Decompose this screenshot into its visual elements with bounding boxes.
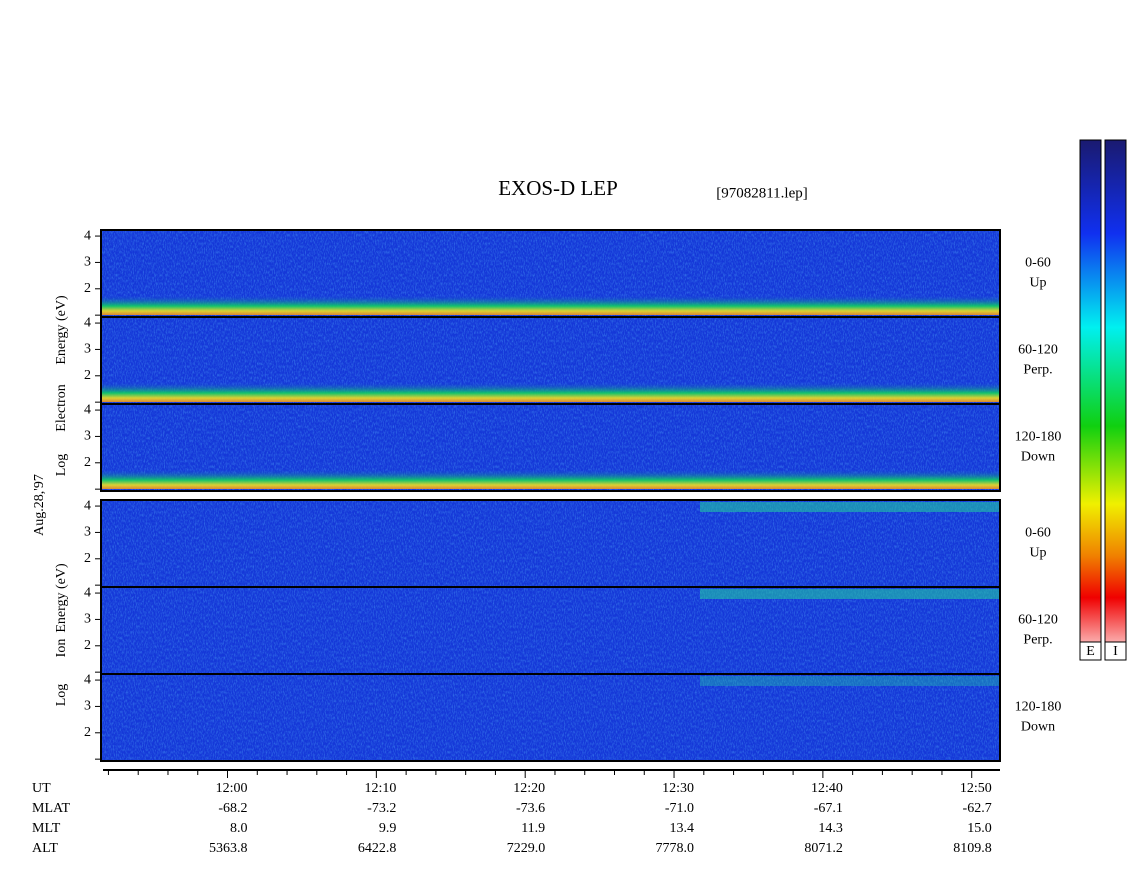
x-tick-label: 12:00	[216, 781, 248, 796]
y-tick-label: 3	[84, 255, 91, 270]
panel-direction: Up	[1029, 276, 1046, 291]
colorbar-box	[1079, 641, 1102, 661]
panel-angle: 120-180	[1015, 700, 1062, 715]
y-tick-label: 4	[84, 498, 91, 513]
panels	[100, 229, 1001, 762]
spectrogram-band	[700, 676, 1000, 686]
orbit-value: 15.0	[967, 821, 992, 836]
spectrogram-band	[101, 469, 1000, 489]
orbit-value: -67.1	[814, 801, 843, 816]
date: Aug.28,'97	[32, 474, 47, 536]
orbit-value: 8.0	[230, 821, 248, 836]
panel-angle: 120-180	[1015, 430, 1062, 445]
x-tick-label: 12:20	[513, 781, 545, 796]
panel-direction: Perp.	[1023, 633, 1052, 648]
panel-direction: Up	[1029, 546, 1046, 561]
panel-angle: 60-120	[1018, 343, 1058, 358]
orbit-value: 9.9	[379, 821, 397, 836]
y-axis-label: Electron	[54, 384, 69, 431]
x-tick-label: 12:40	[811, 781, 843, 796]
panel-direction: Perp.	[1023, 363, 1052, 378]
y-tick-label: 3	[84, 429, 91, 444]
spectrogram-band	[700, 589, 1000, 599]
y-tick-label: 2	[84, 368, 91, 383]
x-tick-label: 12:10	[364, 781, 396, 796]
y-tick-label: 2	[84, 455, 91, 470]
title: EXOS-D LEP	[498, 176, 618, 200]
orbit-value: -71.0	[665, 801, 694, 816]
y-axis-label: Energy (eV)	[54, 563, 69, 633]
spectrogram-band	[101, 382, 1000, 402]
y-tick-label: 4	[84, 402, 91, 417]
y-tick-label: 2	[84, 551, 91, 566]
y-tick-label: 2	[84, 281, 91, 296]
row-label: UT	[32, 781, 51, 796]
colorbar	[1104, 139, 1127, 661]
panel-frame	[100, 403, 1001, 492]
orbit-value: 8109.8	[953, 841, 992, 856]
panel-direction: Down	[1021, 450, 1055, 465]
panel-angle: 60-120	[1018, 613, 1058, 628]
spectrogram-band	[101, 295, 1000, 315]
y-tick-label: 4	[84, 315, 91, 330]
orbit-value: 13.4	[670, 821, 695, 836]
orbit-value: -68.2	[218, 801, 247, 816]
panel-frame	[100, 673, 1001, 762]
orbit-value: 6422.8	[358, 841, 397, 856]
panel-angle: 0-60	[1025, 256, 1051, 271]
orbit-value: 5363.8	[209, 841, 248, 856]
panel-direction: Down	[1021, 720, 1055, 735]
orbit-value: 14.3	[818, 821, 843, 836]
y-axis-label: Ion	[54, 639, 69, 658]
y-axis-label: Energy (eV)	[54, 295, 69, 365]
spectrogram-band	[700, 502, 1000, 512]
orbit-value: 7778.0	[656, 841, 695, 856]
y-tick-label: 3	[84, 525, 91, 540]
y-tick-label: 3	[84, 699, 91, 714]
y-tick-label: 2	[84, 638, 91, 653]
y-tick-label: 2	[84, 725, 91, 740]
x-tick-label: 12:30	[662, 781, 694, 796]
orbit-value: -62.7	[963, 801, 992, 816]
orbit-value: -73.2	[367, 801, 396, 816]
colorbar	[1079, 139, 1102, 661]
spectrogram-noise	[101, 587, 1000, 674]
colorbar-box	[1104, 641, 1127, 661]
colorbar-label: I	[1113, 644, 1118, 659]
spectrogram-noise	[101, 674, 1000, 761]
file-name: [97082811.lep]	[716, 185, 808, 201]
y-axis-label: Log	[54, 684, 69, 707]
y-tick-label: 4	[84, 228, 91, 243]
y-tick-label: 3	[84, 612, 91, 627]
x-tick-label: 12:50	[960, 781, 992, 796]
y-axis-label: Log	[54, 454, 69, 477]
y-tick-label: 4	[84, 672, 91, 687]
spectrogram-noise	[101, 500, 1000, 587]
orbit-value: -73.6	[516, 801, 545, 816]
row-label: ALT	[32, 841, 58, 856]
row-label: MLAT	[32, 801, 71, 816]
y-tick-label: 4	[84, 585, 91, 600]
colorbar-label: E	[1086, 644, 1095, 659]
orbit-value: 11.9	[521, 821, 545, 836]
panel-angle: 0-60	[1025, 526, 1051, 541]
orbit-value: 8071.2	[804, 841, 843, 856]
y-tick-label: 3	[84, 342, 91, 357]
row-label: MLT	[32, 821, 61, 836]
orbit-value: 7229.0	[507, 841, 546, 856]
